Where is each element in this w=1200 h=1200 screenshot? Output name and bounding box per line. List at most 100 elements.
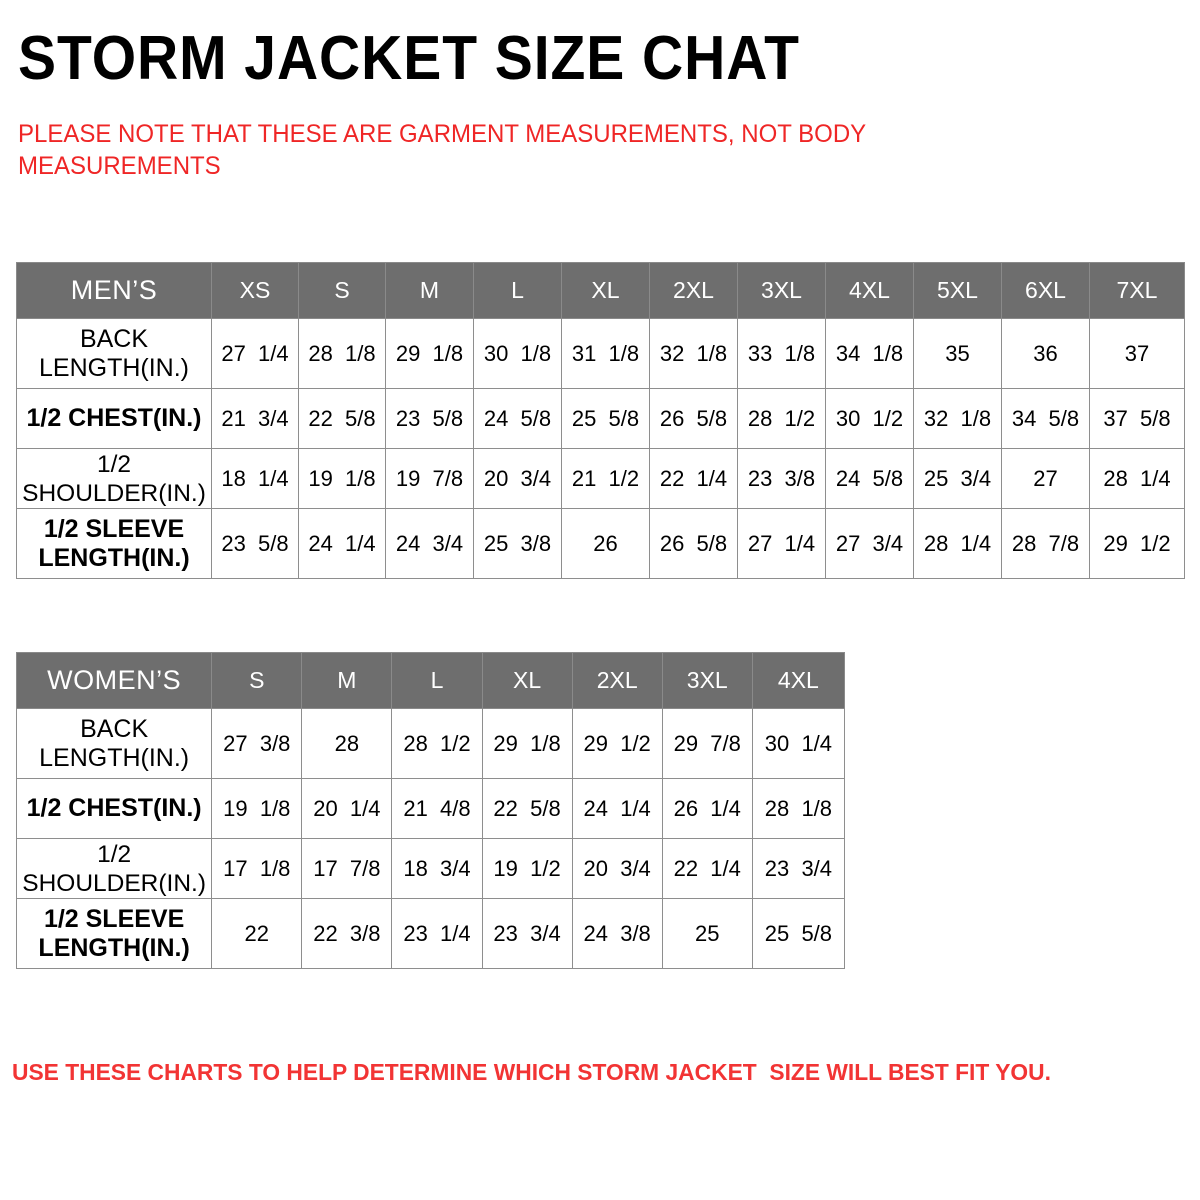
womens-size-header-4xl: 4XL bbox=[751, 652, 846, 709]
mens-size-header-7xl: 7XL bbox=[1089, 262, 1185, 319]
mens-size-header-4xl: 4XL bbox=[825, 262, 914, 319]
table-row: 1/2 SLEEVE LENGTH(IN.) 22 22 3/8 23 1/4 23 3/… bbox=[15, 898, 846, 969]
cell-3xl: 27 1/4 bbox=[737, 508, 826, 579]
cell-5xl: 28 1/4 bbox=[913, 508, 1002, 579]
cell-3xl: 23 3/8 bbox=[737, 448, 826, 509]
table-row: BACK LENGTH(IN.) 27 1/4 28 1/8 29 1/8 30 1/8 3… bbox=[16, 318, 1185, 389]
cell-s: 27 3/8 bbox=[211, 708, 303, 779]
cell-xl: 26 bbox=[561, 508, 650, 579]
row-label: BACK LENGTH(IN.) bbox=[15, 708, 213, 779]
mens-size-header-xs: XS bbox=[211, 262, 299, 319]
cell-l: 28 1/2 bbox=[391, 708, 483, 779]
womens-size-header-xl: XL bbox=[481, 652, 573, 709]
mens-size-header-5xl: 5XL bbox=[913, 262, 1002, 319]
cell-2xl: 22 1/4 bbox=[649, 448, 738, 509]
cell-3xl: 25 bbox=[661, 898, 753, 969]
womens-size-header-3xl: 3XL bbox=[661, 652, 753, 709]
cell-l: 23 1/4 bbox=[391, 898, 483, 969]
cell-5xl: 32 1/8 bbox=[913, 388, 1002, 449]
cell-l: 18 3/4 bbox=[391, 838, 483, 899]
womens-size-table: WOMEN’S S M L XL 2XL 3XL 4XL BACK LENGTH(… bbox=[15, 652, 846, 969]
cell-l: 24 5/8 bbox=[473, 388, 562, 449]
cell-5xl: 35 bbox=[913, 318, 1002, 389]
mens-header-row: MEN’S XS S M L XL 2XL 3XL 4XL 5XL 6XL 7X… bbox=[16, 262, 1185, 319]
cell-7xl: 37 bbox=[1089, 318, 1185, 389]
row-label-line: 1/2 SHOULDER(IN.) bbox=[22, 840, 206, 897]
womens-size-header-s: S bbox=[211, 652, 303, 709]
cell-2xl: 26 5/8 bbox=[649, 388, 738, 449]
cell-2xl: 24 1/4 bbox=[571, 778, 663, 839]
row-label: 1/2 SHOULDER(IN.) bbox=[16, 448, 212, 509]
table-row: 1/2 CHEST(IN.) 19 1/8 20 1/4 21 4/8 22 5/8 24… bbox=[15, 778, 846, 839]
cell-7xl: 29 1/2 bbox=[1089, 508, 1185, 579]
cell-xs: 18 1/4 bbox=[211, 448, 299, 509]
cell-3xl: 28 1/2 bbox=[737, 388, 826, 449]
cell-3xl: 29 7/8 bbox=[661, 708, 753, 779]
cell-xl: 22 5/8 bbox=[481, 778, 573, 839]
cell-5xl: 25 3/4 bbox=[913, 448, 1002, 509]
cell-s: 24 1/4 bbox=[298, 508, 386, 579]
row-label-line: LENGTH(IN.) bbox=[39, 743, 190, 772]
cell-6xl: 27 bbox=[1001, 448, 1090, 509]
cell-xl: 25 5/8 bbox=[561, 388, 650, 449]
cell-2xl: 26 5/8 bbox=[649, 508, 738, 579]
mens-size-table: MEN’S XS S M L XL 2XL 3XL 4XL 5XL 6XL 7X… bbox=[16, 262, 1185, 579]
cell-4xl: 24 5/8 bbox=[825, 448, 914, 509]
cell-3xl: 33 1/8 bbox=[737, 318, 826, 389]
cell-s: 19 1/8 bbox=[298, 448, 386, 509]
womens-size-header-l: L bbox=[391, 652, 483, 709]
cell-m: 22 3/8 bbox=[301, 898, 393, 969]
cell-s: 28 1/8 bbox=[298, 318, 386, 389]
mens-size-header-6xl: 6XL bbox=[1001, 262, 1090, 319]
row-label-line: BACK bbox=[80, 714, 149, 743]
mens-header-label: MEN’S bbox=[16, 262, 212, 319]
row-label-line: LENGTH(IN.) bbox=[38, 543, 190, 572]
row-label-line: BACK bbox=[79, 324, 149, 353]
cell-6xl: 34 5/8 bbox=[1001, 388, 1090, 449]
cell-7xl: 28 1/4 bbox=[1089, 448, 1185, 509]
row-label-line: 1/2 SLEEVE bbox=[43, 904, 185, 933]
table-row: 1/2 CHEST(IN.) 21 3/4 22 5/8 23 5/8 24 5/8 25… bbox=[16, 388, 1185, 449]
cell-s: 22 bbox=[211, 898, 303, 969]
cell-xl: 23 3/4 bbox=[481, 898, 573, 969]
cell-4xl: 30 1/4 bbox=[751, 708, 846, 779]
womens-size-header-2xl: 2XL bbox=[571, 652, 663, 709]
cell-m: 28 bbox=[301, 708, 393, 779]
cell-2xl: 20 3/4 bbox=[571, 838, 663, 899]
row-label: 1/2 SLEEVE LENGTH(IN.) bbox=[15, 898, 213, 969]
cell-7xl: 37 5/8 bbox=[1089, 388, 1185, 449]
cell-l: 30 1/8 bbox=[473, 318, 562, 389]
cell-2xl: 29 1/2 bbox=[571, 708, 663, 779]
cell-6xl: 36 bbox=[1001, 318, 1090, 389]
cell-l: 25 3/8 bbox=[473, 508, 562, 579]
cell-s: 22 5/8 bbox=[298, 388, 386, 449]
row-label-line: 1/2 SLEEVE bbox=[43, 514, 185, 543]
cell-s: 19 1/8 bbox=[211, 778, 303, 839]
mens-size-header-m: M bbox=[385, 262, 474, 319]
womens-size-header-m: M bbox=[301, 652, 393, 709]
table-row: 1/2 SHOULDER(IN.) 18 1/4 19 1/8 19 7/8 20 3/… bbox=[16, 448, 1185, 509]
mens-size-header-xl: XL bbox=[561, 262, 650, 319]
mens-size-header-s: S bbox=[298, 262, 386, 319]
cell-2xl: 32 1/8 bbox=[649, 318, 738, 389]
row-label: 1/2 CHEST(IN.) bbox=[15, 778, 213, 839]
mens-table-body: BACK LENGTH(IN.) 27 1/4 28 1/8 29 1/8 30 1/8 3… bbox=[16, 318, 1185, 579]
cell-4xl: 23 3/4 bbox=[751, 838, 846, 899]
mens-size-header-3xl: 3XL bbox=[737, 262, 826, 319]
cell-3xl: 26 1/4 bbox=[661, 778, 753, 839]
row-label-line: 1/2 CHEST(IN.) bbox=[26, 794, 202, 822]
cell-xs: 21 3/4 bbox=[211, 388, 299, 449]
cell-m: 24 3/4 bbox=[385, 508, 474, 579]
mens-size-header-2xl: 2XL bbox=[649, 262, 738, 319]
table-row: 1/2 SLEEVE LENGTH(IN.) 23 5/8 24 1/4 24 3/4 2… bbox=[16, 508, 1185, 579]
cell-l: 21 4/8 bbox=[391, 778, 483, 839]
womens-header-label: WOMEN’S bbox=[15, 652, 213, 709]
cell-m: 19 7/8 bbox=[385, 448, 474, 509]
cell-xl: 19 1/2 bbox=[481, 838, 573, 899]
cell-m: 17 7/8 bbox=[301, 838, 393, 899]
cell-l: 20 3/4 bbox=[473, 448, 562, 509]
garment-measurement-note: PLEASE NOTE THAT THESE ARE GARMENT MEASU… bbox=[18, 120, 866, 180]
cell-m: 23 5/8 bbox=[385, 388, 474, 449]
cell-4xl: 25 5/8 bbox=[751, 898, 846, 969]
